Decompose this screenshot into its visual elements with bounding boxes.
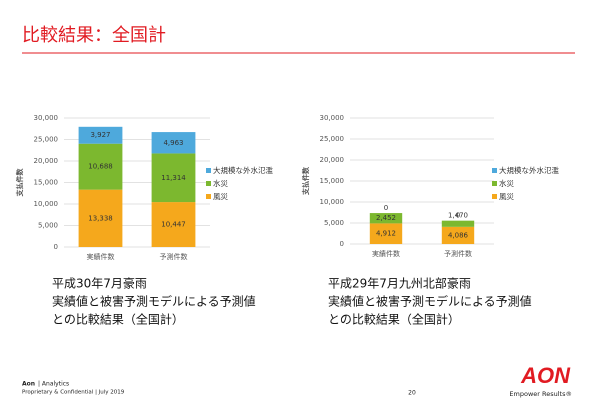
- caption: 実績値と被害予測モデルによる予測値: [328, 294, 532, 309]
- legend-label: 水災: [213, 178, 228, 188]
- x-tick-label: 実績件数: [87, 252, 115, 261]
- legend-swatch: [206, 194, 211, 199]
- legend-label: 水災: [499, 178, 514, 188]
- bar-segment: [441, 220, 475, 227]
- data-label: 4,086: [448, 231, 469, 239]
- y-tick-label: 10,000: [320, 198, 345, 206]
- y-tick-label: 15,000: [34, 179, 59, 187]
- y-tick-label: 10,000: [34, 200, 59, 208]
- x-tick-label: 実績件数: [372, 249, 400, 258]
- y-tick-label: 30,000: [34, 114, 59, 122]
- legend-swatch: [206, 181, 211, 186]
- caption: との比較結果（全国計）: [328, 312, 460, 327]
- bar-segment: [151, 153, 196, 203]
- data-label: 10,688: [88, 163, 113, 171]
- data-label: 11,314: [161, 174, 186, 182]
- bar-segment: [151, 202, 196, 247]
- legend-swatch: [492, 181, 497, 186]
- slide-title: 比較結果：全国計: [22, 25, 166, 46]
- legend-label: 風災: [499, 192, 514, 201]
- bar-segment: [369, 213, 403, 224]
- footer-division: | Analytics: [38, 381, 69, 388]
- data-label: 4,963: [163, 139, 183, 147]
- y-tick-label: 0: [340, 240, 344, 248]
- tagline: Empower Results®: [509, 390, 572, 398]
- y-tick-label: 25,000: [34, 136, 59, 144]
- caption: 実績値と被害予測モデルによる予測値: [52, 294, 256, 309]
- data-label: 1,470: [448, 212, 468, 220]
- y-tick-label: 20,000: [320, 156, 345, 164]
- y-tick-label: 30,000: [320, 114, 345, 122]
- bar-segment: [78, 126, 123, 144]
- bar-segment: [78, 189, 123, 247]
- caption: との比較結果（全国計）: [52, 312, 184, 327]
- caption: 平成30年7月豪雨: [52, 276, 147, 291]
- data-label: 0: [456, 212, 460, 220]
- data-label: 0: [384, 204, 388, 212]
- y-tick-label: 5,000: [324, 219, 344, 227]
- legend-swatch: [492, 168, 497, 173]
- bar-segment: [441, 226, 475, 244]
- footer-company: Aon: [22, 381, 35, 388]
- caption: 平成29年7月九州北部豪雨: [328, 276, 471, 291]
- legend-label: 大規模な外水氾濫: [213, 165, 273, 175]
- x-tick-label: 予測件数: [160, 252, 188, 261]
- page-number: 20: [408, 390, 416, 397]
- data-label: 2,452: [376, 214, 396, 222]
- y-tick-label: 15,000: [320, 177, 345, 185]
- data-label: 4,912: [376, 230, 396, 238]
- legend-label: 大規模な外水氾濫: [499, 165, 559, 175]
- bar-segment: [369, 223, 403, 244]
- y-tick-label: 25,000: [320, 135, 345, 143]
- y-axis-label: 支払件数: [301, 166, 310, 196]
- y-tick-label: 5,000: [38, 222, 58, 230]
- y-tick-label: 0: [54, 243, 58, 251]
- y-tick-label: 20,000: [34, 157, 59, 165]
- data-label: 13,338: [88, 214, 113, 222]
- logo: AON: [520, 363, 571, 388]
- footer-confidential: Proprietary & Confidential | July 2019: [22, 390, 125, 396]
- y-axis-label: 支払件数: [15, 168, 24, 198]
- bar-segment: [151, 132, 196, 154]
- legend-swatch: [206, 168, 211, 173]
- bar-segment: [78, 143, 123, 190]
- legend-label: 風災: [213, 192, 228, 201]
- x-tick-label: 予測件数: [444, 249, 472, 258]
- legend-swatch: [492, 194, 497, 199]
- data-label: 3,927: [90, 131, 110, 139]
- data-label: 10,447: [161, 221, 186, 229]
